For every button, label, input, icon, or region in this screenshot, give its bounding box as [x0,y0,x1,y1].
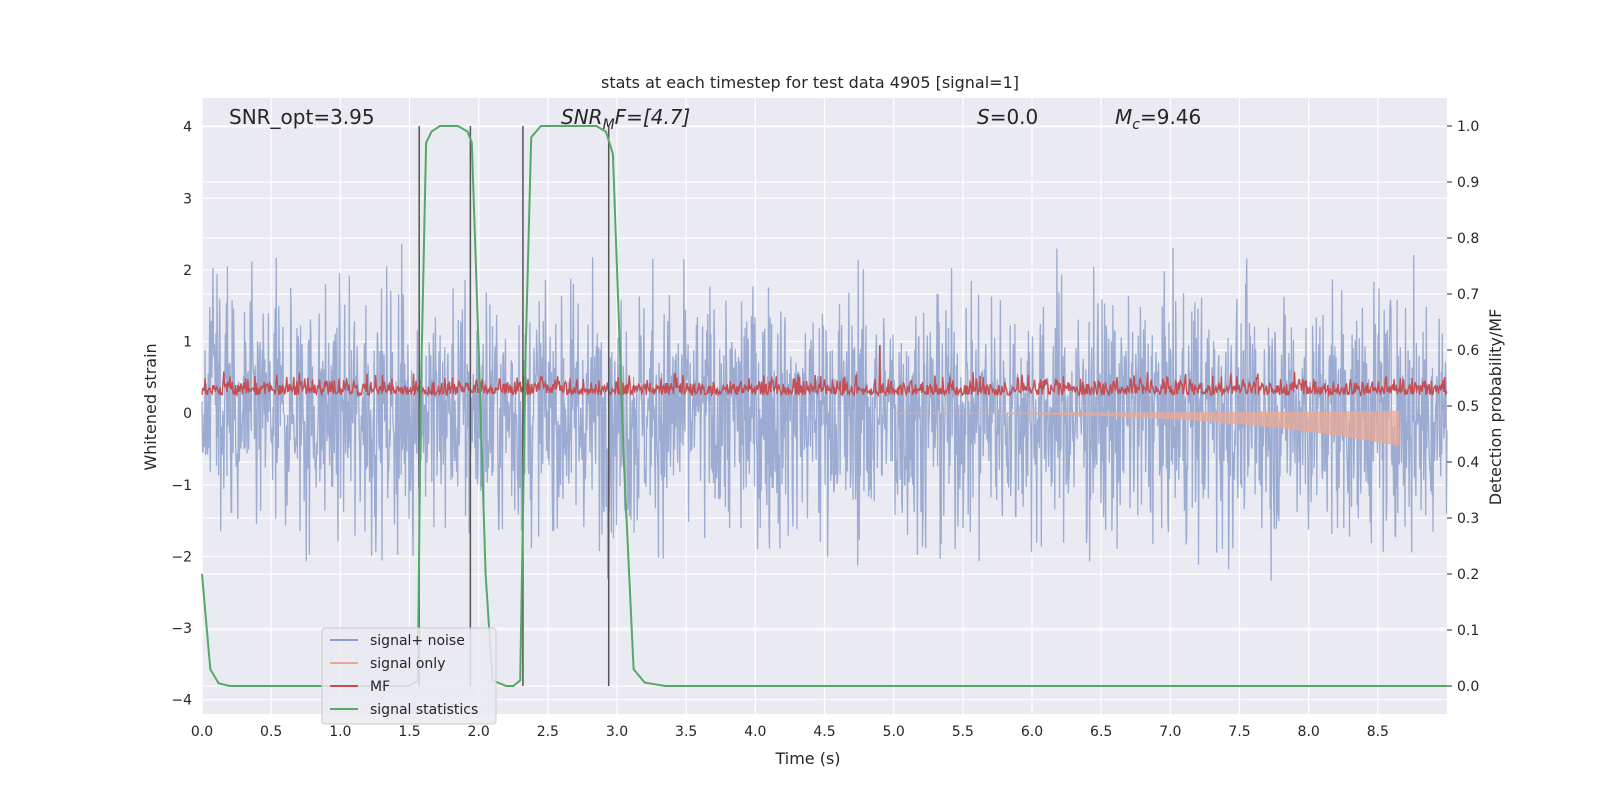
series-mf-line [201,345,1448,398]
annotation-snr-mf: SNRMF=[4.7] [561,105,690,133]
y-tick-label: −3 [171,621,192,637]
y-right-tick-label: 0.0 [1457,679,1479,695]
y-right-tick-label: 0.2 [1457,567,1479,583]
annotation-mc: Mc=9.46 [1115,105,1201,133]
y-right-tick-label: 0.4 [1457,455,1479,471]
annotation-s: S=0.0 [977,105,1038,129]
annotations: SNR_opt=3.95 SNRMF=[4.7] S=0.0 Mc=9.46 [229,105,1201,133]
y-right-tick-label: 0.7 [1457,287,1479,303]
y-tick-label: 1 [183,335,192,351]
legend-label-signal-statistics: signal statistics [370,702,478,718]
y-right-tick-label: 0.8 [1457,231,1479,247]
x-tick-label: 1.0 [329,724,351,740]
x-tick-label: 6.5 [1090,724,1112,740]
annotation-snr-mf-rest: F=[4.7] [615,105,691,129]
x-axis-ticks: 0.0 0.5 1.0 1.5 2.0 2.5 3.0 3.5 4.0 4.5 5.0 5.5 6.0 6… [191,724,1389,740]
series-layer [201,125,1448,687]
y-axis-ticks: 4 3 2 1 0 −1 −2 −3 −4 [171,120,192,709]
y-tick-label: 2 [183,263,192,279]
y-right-tick-label: 1.0 [1457,119,1479,135]
x-tick-label: 8.5 [1367,724,1389,740]
legend-label-signal-noise: signal+ noise [370,633,465,649]
y-right-tick-label: 0.9 [1457,175,1479,191]
x-tick-label: 3.5 [675,724,697,740]
y-tick-label: −1 [171,478,192,494]
series-signal-noise-line [201,243,1448,581]
y-right-tick-label: 0.5 [1457,399,1479,415]
x-tick-label: 7.5 [1228,724,1250,740]
annotation-snr-opt: SNR_opt=3.95 [229,105,375,129]
legend-label-signal-only: signal only [370,656,445,672]
y-right-axis-label: Detection probability/MF [1486,309,1505,506]
legend: signal+ noise signal only MF signal stat… [321,627,497,725]
x-tick-label: 7.0 [1159,724,1181,740]
y-tick-label: 0 [183,406,192,422]
x-tick-label: 6.0 [1021,724,1043,740]
y-axis-label: Whitened strain [141,343,160,470]
x-tick-label: 8.0 [1298,724,1320,740]
x-tick-label: 5.5 [952,724,974,740]
annotation-s-symbol: S [977,105,990,129]
x-tick-label: 3.0 [606,724,628,740]
series-signal-only-area [893,411,1400,446]
y-tick-label: −4 [171,693,192,709]
y-tick-label: 3 [183,191,192,207]
x-tick-label: 4.5 [813,724,835,740]
x-tick-label: 1.5 [398,724,420,740]
x-tick-label: 0.0 [191,724,213,740]
y-right-tick-label: 0.6 [1457,343,1479,359]
legend-label-mf: MF [370,679,390,695]
y-tick-label: 4 [183,120,192,136]
annotation-s-value: =0.0 [990,105,1039,129]
annotation-snr-mf-symbol: SNR [561,105,603,129]
y-tick-label: −2 [171,549,192,565]
x-tick-label: 5.0 [883,724,905,740]
x-tick-label: 0.5 [260,724,282,740]
annotation-snr-mf-subscript: M [603,117,615,133]
annotation-mc-value: =9.46 [1140,105,1201,129]
x-axis-label: Time (s) [774,749,840,768]
legend-box [321,627,497,725]
y-right-tick-label: 0.3 [1457,511,1479,527]
annotation-mc-subscript: c [1132,117,1140,133]
x-tick-label: 2.0 [468,724,490,740]
annotation-mc-symbol: M [1115,105,1132,129]
x-tick-label: 4.0 [744,724,766,740]
y-right-axis-ticks: 1.0 0.9 0.8 0.7 0.6 0.5 0.4 0.3 0.2 0.1 0.0 [1447,119,1479,695]
chart-title: stats at each timestep for test data 490… [601,73,1019,92]
x-tick-label: 2.5 [537,724,559,740]
y-right-tick-label: 0.1 [1457,623,1479,639]
